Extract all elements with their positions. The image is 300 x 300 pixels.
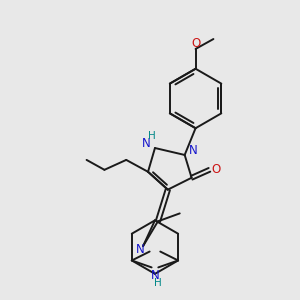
Text: O: O <box>191 38 200 50</box>
Text: H: H <box>148 131 156 141</box>
Text: N: N <box>151 269 159 282</box>
Text: N: N <box>142 136 150 150</box>
Text: O: O <box>212 163 221 176</box>
Text: N: N <box>136 243 145 256</box>
Text: N: N <box>189 143 198 157</box>
Text: H: H <box>154 278 162 288</box>
